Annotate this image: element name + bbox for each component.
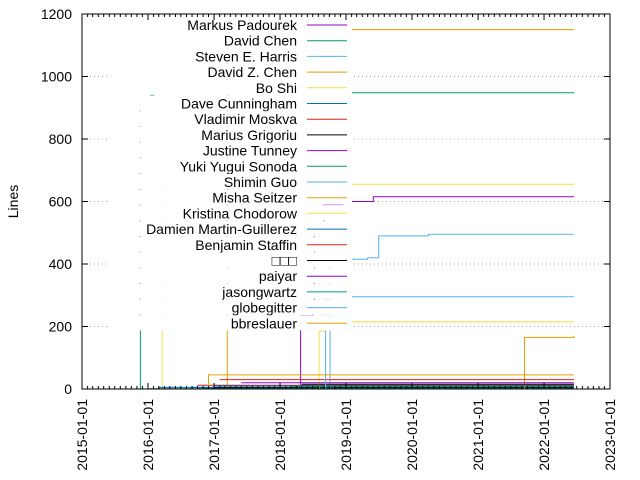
x-tick-label: 2020-01-01 [404, 399, 420, 471]
legend-label-17: jasongwartz [221, 284, 297, 300]
legend-label-5: Dave Cunningham [181, 96, 297, 112]
legend-bg [107, 252, 352, 268]
legend-label-10: Shimin Guo [224, 174, 297, 190]
legend-bg [107, 79, 352, 95]
legend-bg [107, 111, 352, 127]
legend-label-8: Justine Tunney [203, 143, 297, 159]
axes: 0 200 400 600 800 1000 1200 2015-01-01 2016-01-0… [41, 6, 618, 471]
legend-bg [107, 158, 352, 174]
legend-bg [107, 174, 352, 189]
x-tick-label: 2016-01-01 [140, 399, 156, 471]
legend-label-9: Yuki Yugui Sonoda [180, 158, 298, 174]
legend-bg [107, 268, 352, 284]
series-line-10 [327, 233, 574, 390]
y-axis-title: Lines [5, 185, 21, 218]
legend-label-14: Benjamin Staffin [195, 237, 297, 253]
legend-label-13: Damien Martin-Guillerez [146, 221, 297, 237]
legend-bg [107, 32, 352, 48]
x-tick-label: 2017-01-01 [206, 399, 222, 471]
legend-label-1: David Chen [224, 33, 297, 49]
legend-label-11: Misha Seitzer [212, 190, 297, 206]
y-tick-label: 1000 [41, 69, 72, 85]
legend-label-4: Bo Shi [256, 80, 297, 96]
legend-label-2: Steven E. Harris [195, 48, 297, 64]
legend-label-12: Kristina Chodorow [183, 205, 298, 221]
legend-bg [107, 64, 352, 80]
x-tick-label: 2018-01-01 [272, 399, 288, 471]
legend-bg [107, 205, 352, 221]
legend-label-18: globegitter [232, 300, 298, 316]
legend-bg [107, 95, 352, 111]
legend-bg [107, 17, 352, 32]
legend-bg [107, 189, 352, 205]
x-tick-label: 2022-01-01 [536, 399, 552, 471]
x-tick-label: 2021-01-01 [470, 399, 486, 471]
legend-label-19: bbreslauer [231, 315, 297, 331]
legend-label-0: Markus Padourek [187, 17, 298, 33]
legend-bg [107, 126, 352, 142]
x-tick-label: 2023-01-01 [602, 399, 618, 471]
y-tick-label: 0 [64, 381, 72, 397]
legend-bg [107, 142, 352, 158]
legend-bg [107, 236, 352, 252]
legend-label-3: David Z. Chen [208, 64, 297, 80]
legend-label-7: Marius Grigoriu [201, 127, 297, 143]
legend-bg [107, 315, 352, 331]
series-line-12 [316, 321, 574, 390]
legend-bg [107, 221, 352, 237]
y-tick-label: 400 [49, 256, 73, 272]
legend-bg [107, 299, 352, 315]
y-tick-label: 800 [49, 131, 73, 147]
legend-bg [107, 48, 352, 64]
y-tick-label: 200 [49, 319, 73, 335]
series-line-11 [519, 335, 575, 390]
legend-bg [107, 283, 352, 299]
y-tick-label: 1200 [41, 6, 72, 22]
x-tick-label: 2015-01-01 [74, 399, 90, 471]
legend-label-15: □□□ [272, 253, 298, 269]
legend-label-16: paiyar [259, 268, 297, 284]
x-tick-label: 2019-01-01 [338, 399, 354, 471]
legend-label-6: Vladimir Moskva [194, 111, 297, 127]
y-tick-label: 600 [49, 194, 73, 210]
